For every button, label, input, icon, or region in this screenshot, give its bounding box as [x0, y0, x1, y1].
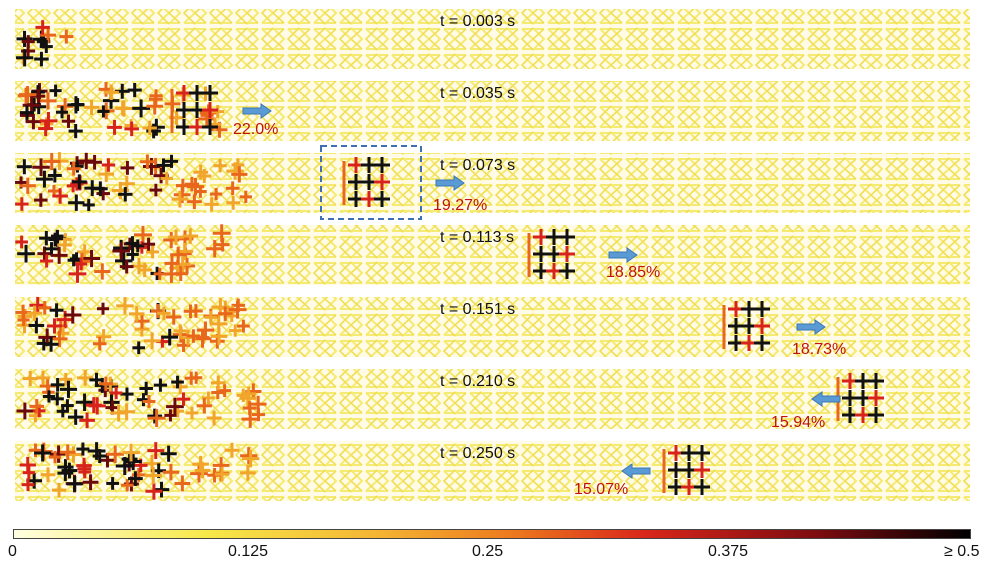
crushed-zone-0	[16, 20, 74, 67]
crushed-zone-4	[15, 296, 250, 355]
damage-cluster-3	[527, 229, 575, 279]
percent-label-1: 22.0%	[233, 121, 278, 138]
colorbar-tick-2: 0.25	[472, 543, 504, 560]
time-label-6: t = 0.250 s	[440, 445, 515, 462]
crushed-zone-5	[16, 369, 267, 429]
time-label-4: t = 0.151 s	[440, 301, 515, 318]
colorbar-tick-0: 0	[8, 543, 17, 560]
damage-cluster-6	[662, 445, 710, 495]
time-label-0: t = 0.003 s	[440, 13, 515, 30]
crushed-zone-6	[19, 442, 260, 500]
panel-6: t = 0.250 s 15.07%	[15, 441, 970, 501]
direction-arrow-1	[242, 103, 272, 119]
panel-4: t = 0.151 s 18.73%	[15, 296, 970, 358]
colorbar-tick-3: 0.375	[708, 543, 749, 560]
percent-label-2: 19.27%	[433, 197, 487, 214]
panel-3: t = 0.113 s 18.85%	[15, 224, 970, 285]
time-label-2: t = 0.073 s	[440, 157, 515, 174]
direction-arrow-2	[435, 175, 465, 191]
damage-cluster-5	[836, 373, 884, 423]
direction-arrow-4	[796, 319, 826, 335]
colorbar	[13, 529, 971, 539]
colorbar-tick-1: 0.125	[228, 543, 269, 560]
direction-arrow-5	[811, 391, 841, 407]
time-label-5: t = 0.210 s	[440, 373, 515, 390]
direction-arrow-3	[608, 247, 638, 263]
time-label-1: t = 0.035 s	[440, 85, 515, 102]
crushed-zone-2	[15, 152, 252, 212]
colorbar-tick-4: ≥ 0.5	[944, 543, 980, 560]
percent-label-5: 15.94%	[771, 414, 825, 431]
time-label-3: t = 0.113 s	[440, 229, 514, 246]
panel-0: t = 0.003 s	[15, 9, 970, 69]
percent-label-4: 18.73%	[792, 341, 846, 358]
damage-cluster-4	[722, 301, 770, 351]
direction-arrow-6	[621, 463, 651, 479]
zoom-box	[320, 145, 422, 220]
panel-1: t = 0.035 s 22.0%	[15, 81, 970, 141]
damage-cluster-1	[170, 85, 218, 135]
percent-label-3: 18.85%	[606, 264, 660, 281]
panel-5: t = 0.210 s 15.94%	[15, 369, 970, 431]
percent-label-6: 15.07%	[574, 481, 628, 498]
damage-cluster-2	[342, 157, 390, 207]
lattice-figure: t = 0.003 s t = 0.035 s 22.0% t = 0.073 s 19…	[15, 9, 970, 501]
crushed-zone-3	[15, 224, 231, 283]
panel-2: t = 0.073 s 19.27%	[15, 152, 970, 214]
